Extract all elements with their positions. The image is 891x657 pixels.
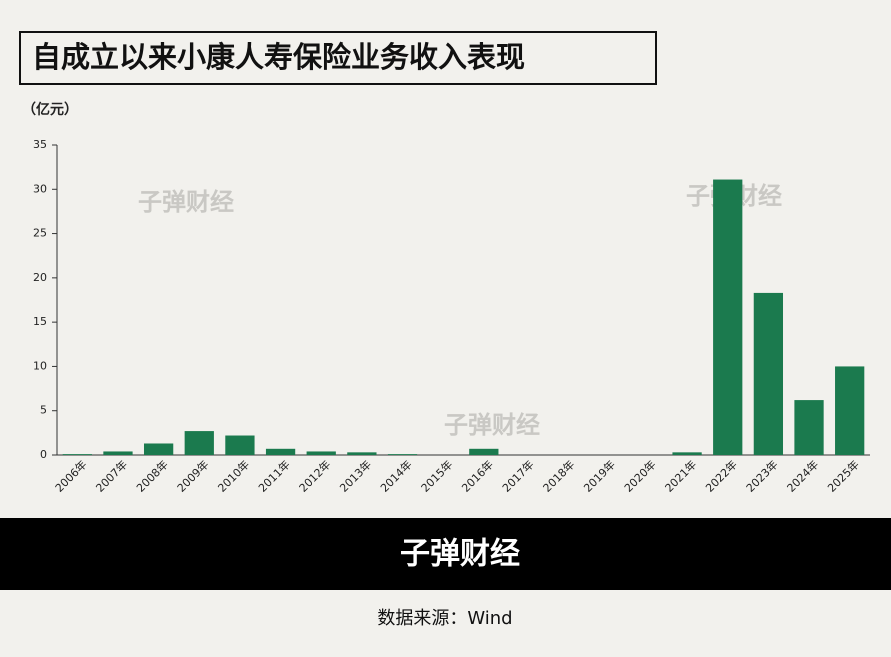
x-tick-label: 2025年 <box>824 457 861 494</box>
x-tick-label: 2014年 <box>377 457 414 494</box>
x-tick-label: 2015年 <box>418 457 455 494</box>
y-tick-label: 0 <box>40 448 47 461</box>
y-tick-label: 35 <box>33 138 47 151</box>
x-tick-label: 2021年 <box>662 457 699 494</box>
bar <box>62 454 92 455</box>
title-box <box>19 31 657 85</box>
y-tick-label: 20 <box>33 271 47 284</box>
bar <box>184 431 214 455</box>
y-tick-label: 25 <box>33 227 47 240</box>
x-tick-label: 2023年 <box>743 457 780 494</box>
x-tick-label: 2019年 <box>581 457 618 494</box>
x-tick-label: 2020年 <box>621 457 658 494</box>
footer-brand: 子弹财经 <box>400 537 520 572</box>
bar <box>753 292 784 455</box>
unit-label: （亿元） <box>22 101 78 118</box>
watermark: 子弹财经 <box>138 188 234 216</box>
x-tick-label: 2007年 <box>93 457 130 494</box>
x-tick-label: 2018年 <box>540 457 577 494</box>
bar <box>143 443 174 455</box>
x-tick-label: 2008年 <box>133 457 170 494</box>
y-tick-label: 10 <box>33 359 47 372</box>
x-tick-label: 2017年 <box>499 457 536 494</box>
x-tick-label: 2012年 <box>296 457 333 494</box>
bar <box>265 448 296 455</box>
x-tick-label: 2011年 <box>255 457 292 494</box>
bar <box>469 448 499 455</box>
bar <box>347 452 377 455</box>
watermark: 子弹财经 <box>444 411 540 439</box>
bar <box>835 366 865 455</box>
footer-band <box>0 518 891 590</box>
bar <box>225 435 255 455</box>
x-tick-label: 2013年 <box>337 457 374 494</box>
y-tick-label: 5 <box>40 404 47 417</box>
x-tick-label: 2022年 <box>702 457 739 494</box>
bar <box>713 179 743 456</box>
source-note: 数据来源：Wind <box>377 608 512 629</box>
bar <box>387 454 418 455</box>
x-tick-label: 2010年 <box>215 457 252 494</box>
bar <box>672 452 702 455</box>
x-tick-label: 2009年 <box>174 457 211 494</box>
chart-title: 自成立以来小康人寿保险业务收入表现 <box>32 40 525 74</box>
bar <box>794 400 824 455</box>
bar <box>103 451 133 455</box>
x-tick-label: 2024年 <box>784 457 821 494</box>
x-tick-label: 2006年 <box>52 457 89 494</box>
bar <box>306 451 336 455</box>
y-tick-label: 30 <box>33 182 47 195</box>
x-tick-label: 2016年 <box>459 457 496 494</box>
y-tick-label: 15 <box>33 315 47 328</box>
